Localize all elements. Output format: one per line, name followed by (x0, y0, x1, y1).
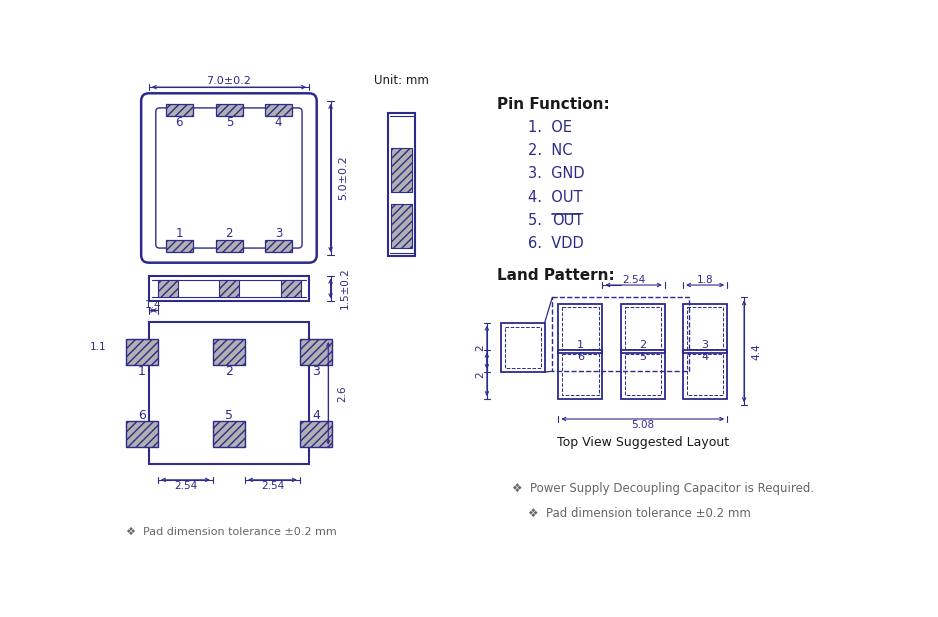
Text: 2: 2 (476, 344, 486, 350)
Bar (558, 350, 602, 399)
Text: ❖  Power Supply Decoupling Capacitor is Required.: ❖ Power Supply Decoupling Capacitor is R… (512, 482, 814, 495)
Text: 4.  OUT: 4. OUT (528, 189, 582, 205)
Bar (621, 304, 665, 353)
Bar (149, 322, 309, 465)
Text: OUT: OUT (552, 213, 583, 228)
Bar (625, 354, 661, 395)
Bar (265, 104, 292, 117)
Bar (213, 421, 245, 447)
Text: 5.0±0.2: 5.0±0.2 (338, 155, 348, 201)
Bar (300, 339, 332, 365)
Text: 4.4: 4.4 (751, 343, 762, 360)
Bar (621, 350, 665, 399)
Text: 1.1: 1.1 (90, 342, 107, 352)
Text: 1.8: 1.8 (697, 275, 714, 284)
Text: 5: 5 (226, 116, 233, 129)
Bar (166, 104, 192, 117)
Bar (387, 112, 416, 256)
Text: 5.: 5. (528, 213, 551, 228)
Text: ❖  Pad dimension tolerance ±0.2 mm: ❖ Pad dimension tolerance ±0.2 mm (528, 507, 750, 520)
Text: 2.54: 2.54 (622, 275, 645, 284)
Text: 3: 3 (702, 340, 709, 350)
Text: 5.08: 5.08 (631, 420, 655, 430)
Bar (501, 323, 545, 372)
Text: Land Pattern:: Land Pattern: (497, 268, 614, 283)
Text: 2: 2 (476, 371, 486, 378)
FancyBboxPatch shape (141, 93, 317, 263)
Text: 3.  GND: 3. GND (528, 167, 584, 181)
Text: 2.  NC: 2. NC (528, 143, 572, 159)
Bar (213, 339, 245, 365)
Text: 5: 5 (225, 408, 233, 421)
Bar (687, 307, 723, 349)
Text: ❖  Pad dimension tolerance ±0.2 mm: ❖ Pad dimension tolerance ±0.2 mm (126, 527, 337, 537)
Bar (505, 326, 541, 368)
Text: 1.  OE: 1. OE (528, 120, 571, 135)
Bar (683, 350, 727, 399)
Bar (558, 304, 602, 353)
Text: 1.5±0.2: 1.5±0.2 (340, 268, 350, 309)
Text: 3: 3 (275, 227, 282, 240)
Bar (216, 239, 243, 252)
Text: 1: 1 (577, 340, 584, 350)
FancyBboxPatch shape (156, 108, 302, 248)
Text: 2.6: 2.6 (337, 385, 347, 402)
Bar (265, 239, 292, 252)
Text: 6: 6 (175, 116, 183, 129)
Text: 2: 2 (225, 365, 233, 378)
Text: 3: 3 (312, 365, 320, 378)
Bar (149, 276, 309, 301)
Text: Pin Function:: Pin Function: (497, 97, 610, 112)
Text: 6.  VDD: 6. VDD (528, 236, 583, 251)
Text: 2.54: 2.54 (261, 481, 284, 491)
Bar (219, 280, 239, 297)
Bar (300, 421, 332, 447)
Text: 6: 6 (577, 352, 584, 362)
Bar (625, 307, 661, 349)
Text: Unit: mm: Unit: mm (373, 75, 429, 88)
Bar (280, 280, 300, 297)
Text: 2: 2 (225, 227, 233, 240)
Text: Top View Suggested Layout: Top View Suggested Layout (557, 436, 729, 449)
Bar (552, 297, 689, 371)
Bar (126, 339, 159, 365)
Bar (126, 421, 159, 447)
Bar (687, 354, 723, 395)
Text: 7.0±0.2: 7.0±0.2 (206, 76, 251, 86)
Text: 6: 6 (138, 408, 146, 421)
Text: 4: 4 (312, 408, 320, 421)
Text: 1: 1 (138, 365, 146, 378)
Text: 4: 4 (702, 352, 709, 362)
Text: 5: 5 (640, 352, 646, 362)
Bar (159, 280, 178, 297)
Text: 2: 2 (640, 340, 646, 350)
Bar (390, 148, 412, 192)
Bar (563, 354, 598, 395)
Bar (683, 304, 727, 353)
Bar (390, 204, 412, 248)
Text: 1.4: 1.4 (145, 300, 161, 310)
Text: 1: 1 (175, 227, 183, 240)
Bar (563, 307, 598, 349)
Text: 2.54: 2.54 (174, 481, 197, 491)
Bar (166, 239, 192, 252)
Bar (216, 104, 243, 117)
Text: 4: 4 (275, 116, 282, 129)
